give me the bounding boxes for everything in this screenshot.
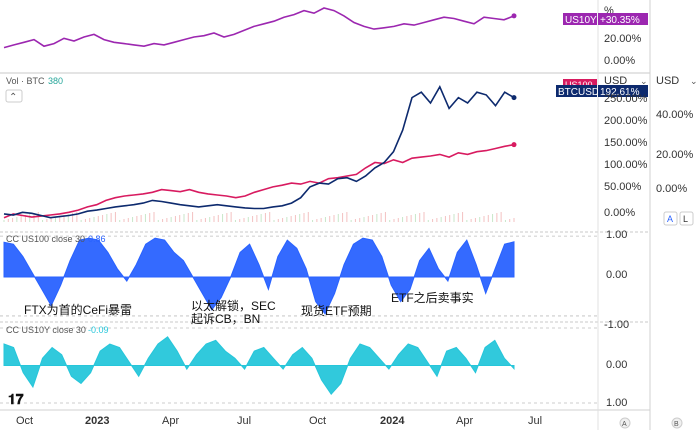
us10y-tick: 0.00% bbox=[604, 55, 635, 67]
right-scale-tick: 40.00% bbox=[656, 109, 694, 121]
annotation-post-etf: ETF之后卖事实 bbox=[391, 290, 474, 305]
cc-us10y-value: -0.09 bbox=[88, 325, 109, 335]
vol-indicator-value: 380 bbox=[48, 76, 63, 86]
auto-scale-button[interactable]: A bbox=[663, 211, 678, 226]
cc-us100-value: 0.86 bbox=[88, 234, 106, 244]
main-tick: 100.00% bbox=[604, 159, 648, 171]
btcusd-badge: BTCUSD 192.61% bbox=[556, 85, 648, 98]
btcusd-badge-value: 192.61% bbox=[600, 87, 640, 98]
annotation-ftx: FTX为首的CeFi暴雷 bbox=[24, 302, 132, 317]
annotation-spot-etf: 现货ETF预期 bbox=[301, 303, 372, 318]
cc-us100-tick: 1.00 bbox=[606, 229, 627, 241]
main-tick: 50.00% bbox=[604, 181, 642, 193]
series-last-point-us10y bbox=[511, 13, 517, 19]
bottom-auto-label: A bbox=[622, 421, 627, 428]
tradingview-logo-icon: 𝟏𝟕 bbox=[8, 391, 24, 407]
correlation-area-cc_us100 bbox=[3, 237, 515, 315]
time-label: 2023 bbox=[85, 415, 109, 427]
cc-us100-panel bbox=[0, 235, 598, 317]
time-label: Oct bbox=[16, 415, 33, 427]
time-label: Apr bbox=[162, 415, 179, 427]
cc-us100-label: CC US100 close 30 bbox=[6, 234, 85, 244]
cc-us10y-tick: -1.00 bbox=[604, 319, 629, 331]
time-label: Jul bbox=[237, 415, 251, 427]
main-tick: 150.00% bbox=[604, 137, 648, 149]
bottom-auto-button[interactable]: A bbox=[619, 417, 631, 429]
bottom-right-label: B bbox=[674, 421, 679, 428]
auto-scale-label: A bbox=[667, 214, 673, 224]
series-last-point-us100 bbox=[511, 142, 517, 148]
right-scale-unit: USD bbox=[656, 75, 679, 87]
main-tick: 200.00% bbox=[604, 115, 648, 127]
log-scale-button[interactable]: L bbox=[679, 211, 694, 226]
time-label: Apr bbox=[456, 415, 473, 427]
us10y-panel bbox=[3, 7, 517, 49]
right-scale-tick: 20.00% bbox=[656, 149, 694, 161]
annotation-sec-sue: 起诉CB，BN bbox=[191, 312, 260, 326]
series-line-us10y bbox=[3, 7, 515, 49]
cc-us10y-panel bbox=[0, 327, 598, 404]
cc-us10y-label: CC US10Y close 30 bbox=[6, 325, 86, 335]
time-label: Oct bbox=[309, 415, 326, 427]
series-last-point-btcusd bbox=[511, 95, 517, 101]
right-scale-chevron-icon[interactable]: ⌄ bbox=[690, 76, 698, 86]
us10y-badge-value: +30.35% bbox=[600, 15, 640, 26]
log-scale-label: L bbox=[683, 214, 688, 224]
chevron-up-icon: ⌃ bbox=[9, 92, 17, 103]
us10y-tick: 20.00% bbox=[604, 33, 642, 45]
time-label: 2024 bbox=[380, 415, 405, 427]
btcusd-badge-label: BTCUSD bbox=[558, 87, 599, 98]
main-price-panel bbox=[3, 85, 517, 222]
annotation-eth-unlock: 以太解锁，SEC bbox=[191, 298, 276, 313]
main-tick: 250.00% bbox=[604, 93, 648, 105]
us10y-badge: US10Y +30.35% bbox=[563, 13, 648, 26]
time-label: Jul bbox=[528, 415, 542, 427]
us10y-axis-unit: % bbox=[604, 5, 614, 17]
main-tick: 0.00% bbox=[604, 207, 635, 219]
series-line-us100 bbox=[3, 143, 515, 219]
main-chevron-icon[interactable]: ⌄ bbox=[640, 76, 648, 86]
bottom-right-button[interactable]: B bbox=[671, 417, 683, 429]
correlation-area-cc_us10y bbox=[3, 336, 515, 396]
cc-us100-tick: 0.00 bbox=[606, 269, 627, 281]
vol-indicator-label: Vol · BTC bbox=[6, 76, 45, 86]
right-scale-tick: 0.00% bbox=[656, 183, 687, 195]
us10y-badge-label: US10Y bbox=[565, 15, 597, 26]
main-axis-unit: USD bbox=[604, 75, 627, 87]
series-line-btcusd bbox=[3, 85, 515, 219]
cc-us10y-tick: 0.00 bbox=[606, 359, 627, 371]
collapse-button[interactable]: ⌃ bbox=[5, 89, 23, 103]
cc-us10y-tick: 1.00 bbox=[606, 397, 627, 409]
